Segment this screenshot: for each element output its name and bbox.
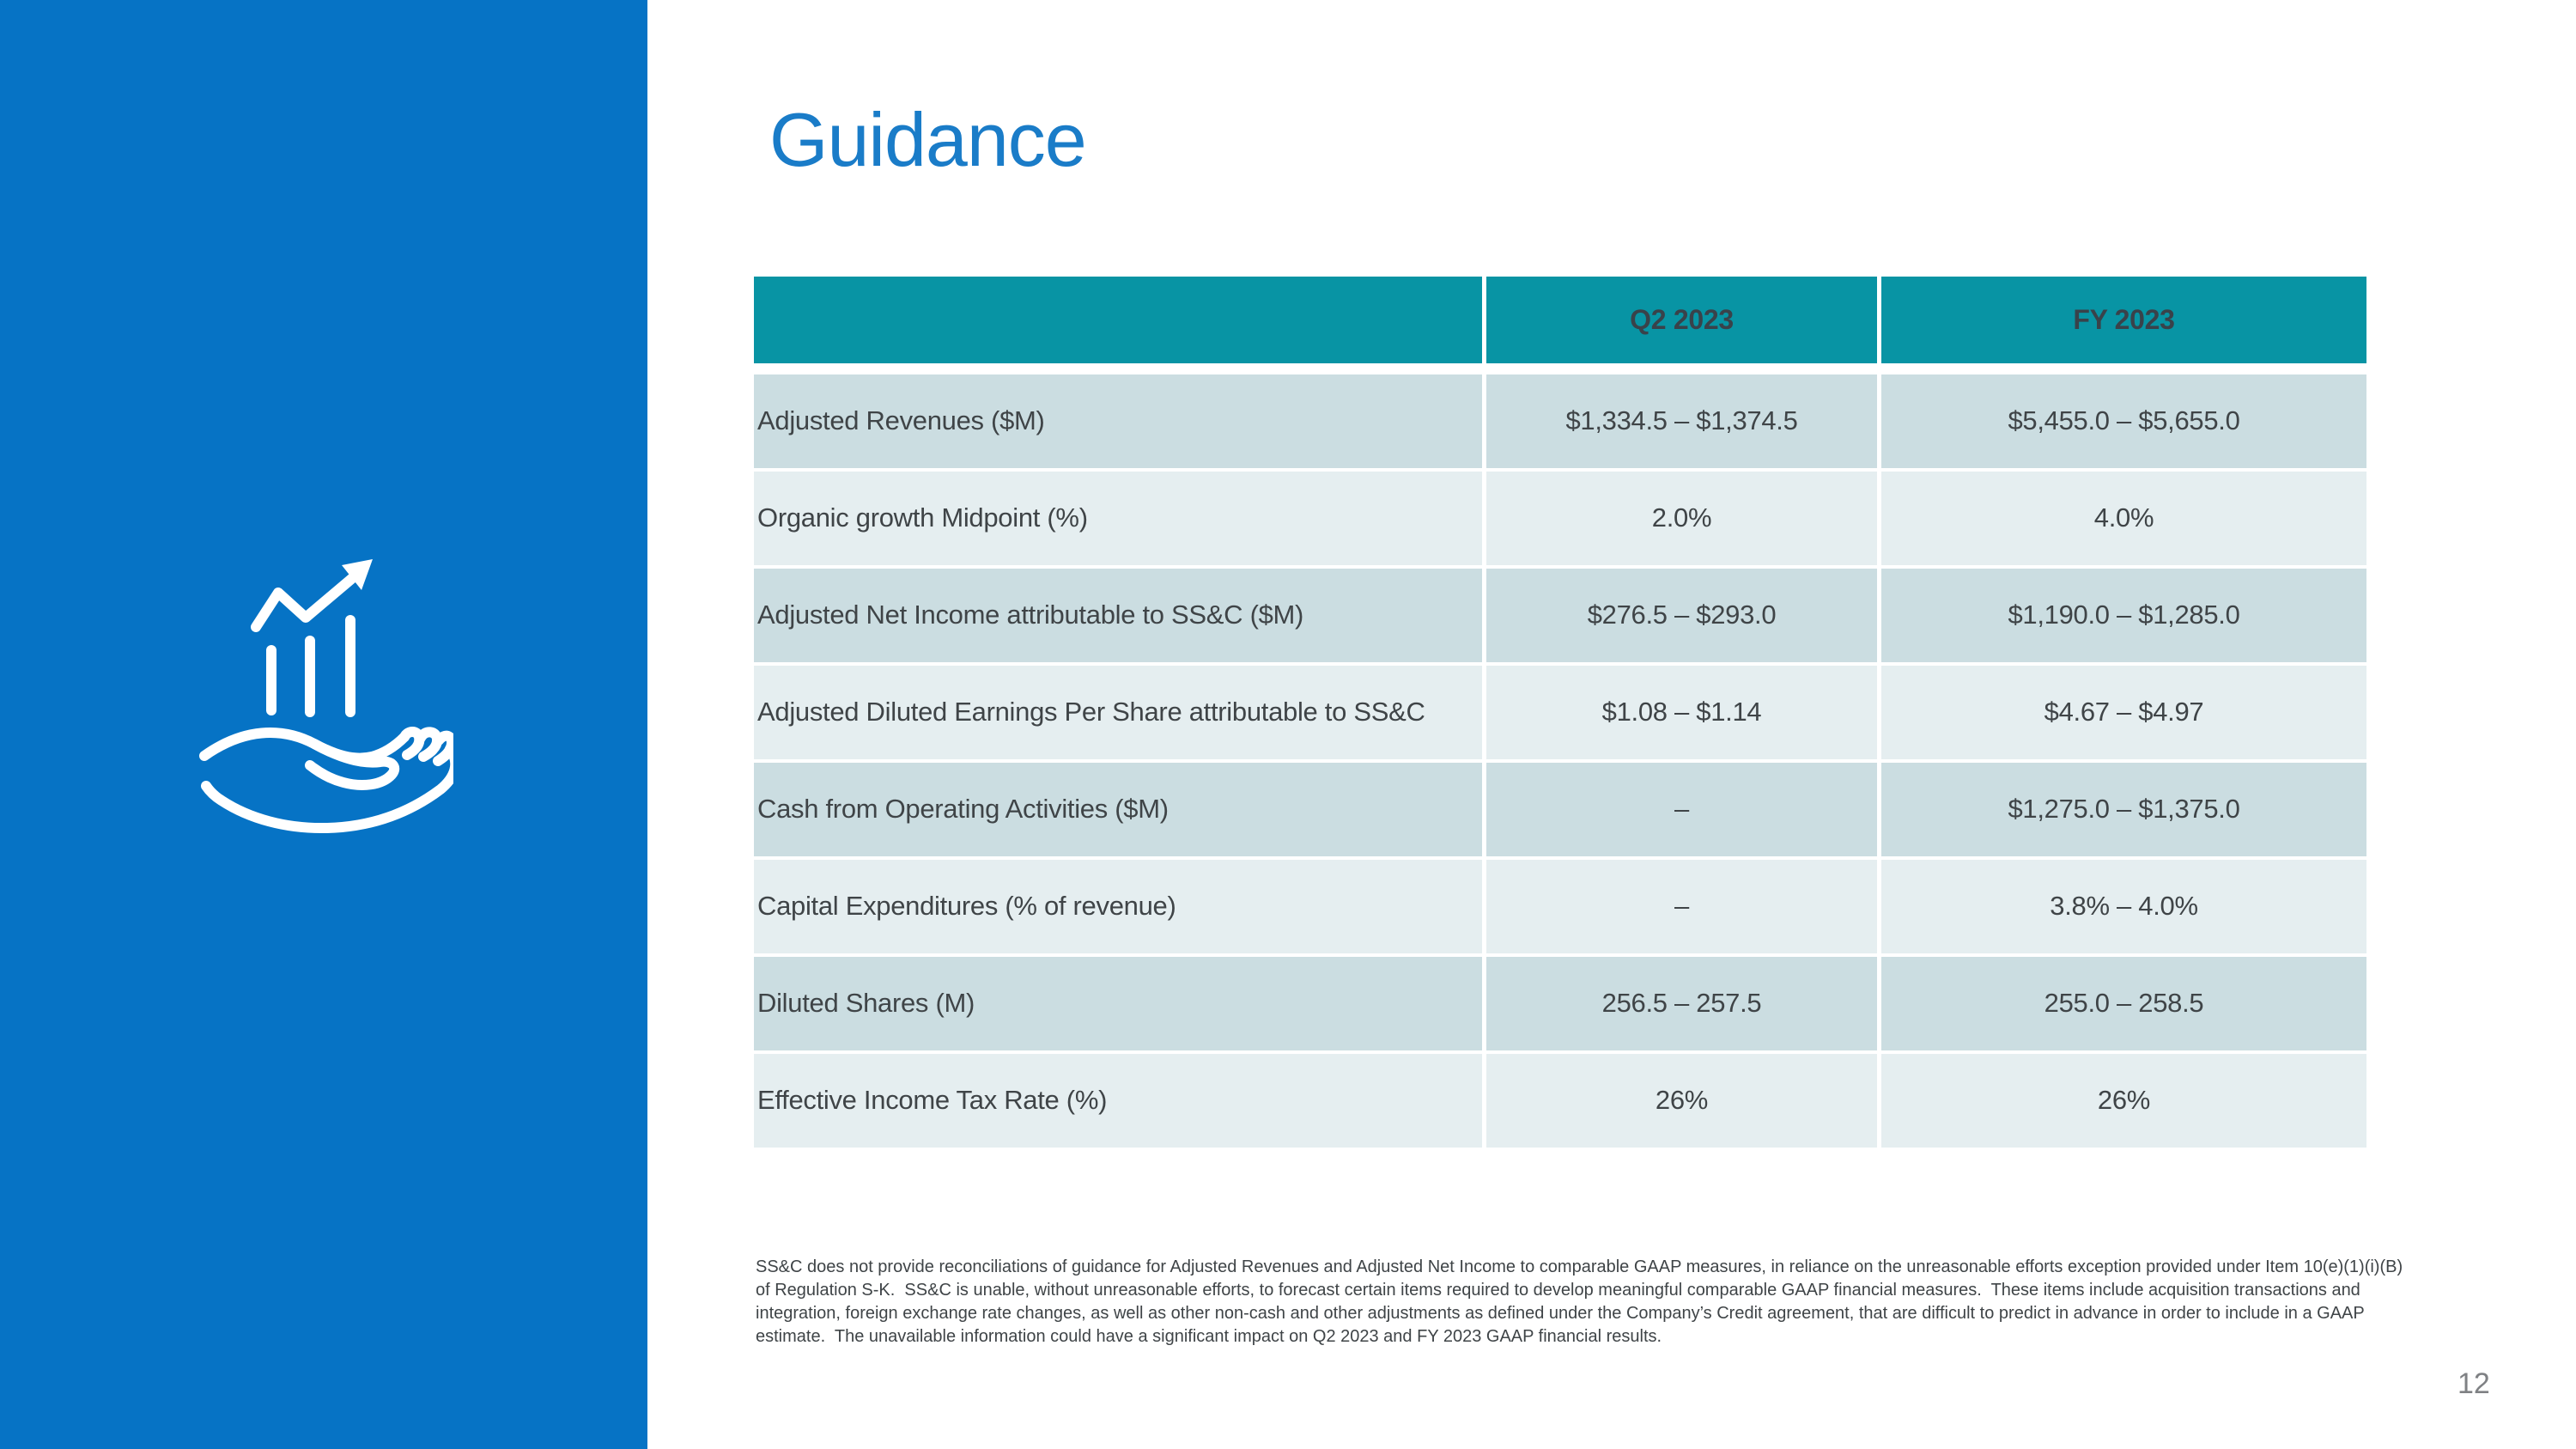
table-row: Cash from Operating Activities ($M) – $1… bbox=[754, 763, 2366, 856]
row-label: Cash from Operating Activities ($M) bbox=[754, 763, 1482, 856]
row-label: Adjusted Revenues ($M) bbox=[754, 374, 1482, 468]
row-q2-value: 256.5 – 257.5 bbox=[1486, 957, 1877, 1050]
row-fy-value: 3.8% – 4.0% bbox=[1881, 860, 2366, 953]
row-label: Organic growth Midpoint (%) bbox=[754, 472, 1482, 565]
row-label: Adjusted Diluted Earnings Per Share attr… bbox=[754, 666, 1482, 759]
row-q2-value: $1.08 – $1.14 bbox=[1486, 666, 1877, 759]
row-fy-value: $1,190.0 – $1,285.0 bbox=[1881, 569, 2366, 662]
row-fy-value: $1,275.0 – $1,375.0 bbox=[1881, 763, 2366, 856]
table-row: Adjusted Net Income attributable to SS&C… bbox=[754, 569, 2366, 662]
row-fy-value: 255.0 – 258.5 bbox=[1881, 957, 2366, 1050]
row-fy-value: $4.67 – $4.97 bbox=[1881, 666, 2366, 759]
table-row: Adjusted Diluted Earnings Per Share attr… bbox=[754, 666, 2366, 759]
row-q2-value: – bbox=[1486, 860, 1877, 953]
row-label: Diluted Shares (M) bbox=[754, 957, 1482, 1050]
table-row: Diluted Shares (M) 256.5 – 257.5 255.0 –… bbox=[754, 957, 2366, 1050]
row-q2-value: $276.5 – $293.0 bbox=[1486, 569, 1877, 662]
left-accent-panel bbox=[0, 0, 647, 1449]
gaap-disclaimer-footnote: SS&C does not provide reconciliations of… bbox=[756, 1257, 2408, 1346]
page-title: Guidance bbox=[769, 97, 1087, 182]
header-empty-cell bbox=[754, 277, 1482, 363]
row-label: Capital Expenditures (% of revenue) bbox=[754, 860, 1482, 953]
table-row: Effective Income Tax Rate (%) 26% 26% bbox=[754, 1054, 2366, 1148]
row-fy-value: 4.0% bbox=[1881, 472, 2366, 565]
header-q2-2023: Q2 2023 bbox=[1486, 277, 1877, 363]
row-q2-value: 2.0% bbox=[1486, 472, 1877, 565]
table-header-row: Q2 2023 FY 2023 bbox=[754, 277, 2366, 363]
guidance-table: Q2 2023 FY 2023 Adjusted Revenues ($M) $… bbox=[754, 277, 2366, 1151]
row-q2-value: – bbox=[1486, 763, 1877, 856]
row-q2-value: $1,334.5 – $1,374.5 bbox=[1486, 374, 1877, 468]
table-row: Adjusted Revenues ($M) $1,334.5 – $1,374… bbox=[754, 374, 2366, 468]
page-number: 12 bbox=[2458, 1367, 2490, 1400]
table-row: Capital Expenditures (% of revenue) – 3.… bbox=[754, 860, 2366, 953]
row-label: Adjusted Net Income attributable to SS&C… bbox=[754, 569, 1482, 662]
row-label: Effective Income Tax Rate (%) bbox=[754, 1054, 1482, 1148]
header-fy-2023: FY 2023 bbox=[1881, 277, 2366, 363]
table-row: Organic growth Midpoint (%) 2.0% 4.0% bbox=[754, 472, 2366, 565]
row-fy-value: 26% bbox=[1881, 1054, 2366, 1148]
row-q2-value: 26% bbox=[1486, 1054, 1877, 1148]
row-fy-value: $5,455.0 – $5,655.0 bbox=[1881, 374, 2366, 468]
hand-holding-growth-chart-icon bbox=[199, 559, 453, 834]
